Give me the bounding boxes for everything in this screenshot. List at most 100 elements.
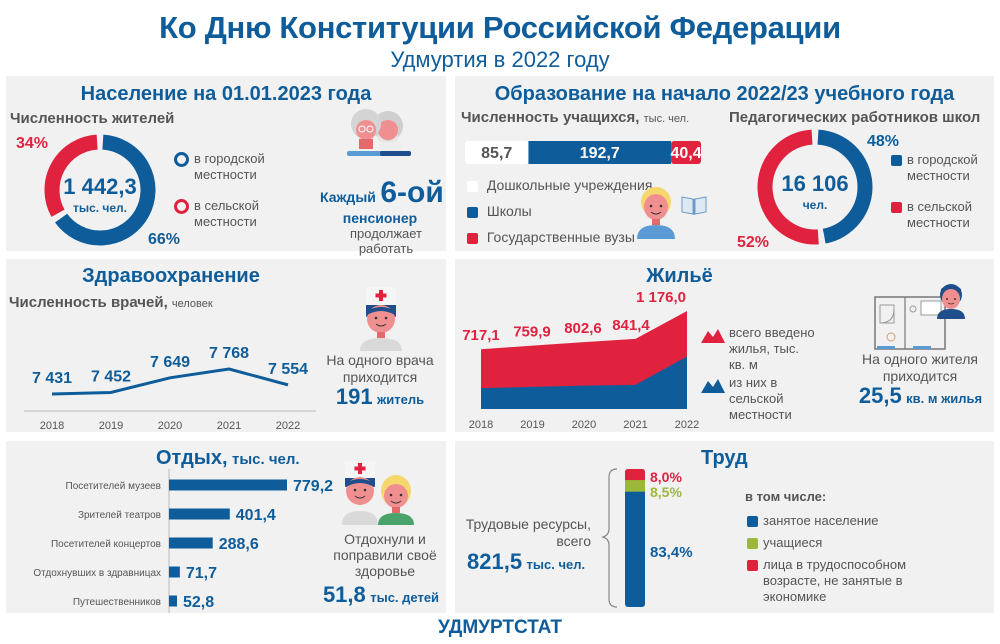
labor-title: Труд [701, 447, 748, 469]
book-icon [681, 196, 707, 215]
per-resident-value: 25,5 [858, 383, 902, 408]
students-bar-segment [528, 141, 672, 164]
x-tick-label: 2019 [99, 420, 123, 432]
labor-label-students: 8,5% [650, 484, 682, 500]
doctors-line-chart: 7 431 2018 7 452 2019 7 649 2020 7 768 2021 7 55… [24, 345, 316, 432]
donut-segment [757, 129, 819, 245]
legend-urban-label: в городской местности [194, 151, 265, 182]
apartment-plan-icon [874, 284, 965, 350]
labor-legend-unemployed: лица в трудоспособном возрасте, не занят… [747, 557, 947, 605]
kids-text: Отдохнули и поправили своё здоровье [333, 531, 437, 579]
labor-resources-label: Трудовые ресурсы, всего [465, 516, 591, 549]
students-bar-segment [465, 141, 529, 164]
donut-segment [44, 134, 98, 217]
teachers-legend-rural-label: в сельской местности [907, 199, 972, 230]
square-blue-icon [747, 516, 758, 527]
square-green-icon [747, 538, 758, 549]
teachers-legend-urban-label: в городской местности [907, 152, 978, 183]
donut-label: 66% [148, 231, 180, 248]
pensioner-word: пенсионер [342, 210, 418, 226]
per-doctor-value-line: 191 житель [320, 384, 440, 410]
students-unit: тыс. чел. [643, 113, 690, 125]
labor-legend-unemployed-label: лица в трудоспособном возрасте, не занят… [763, 557, 907, 604]
elderly-couple-icon [347, 109, 411, 156]
labor-bar-unemployed [625, 469, 645, 483]
pensioner-number: 6-ой [380, 176, 444, 209]
donut-segment [817, 129, 873, 244]
mountain-blue-icon [701, 379, 725, 393]
housing-data-label: 841,4 [612, 317, 650, 334]
x-tick-label: 2021 [623, 419, 647, 431]
leisure-category-label: Зрителей театров [78, 510, 161, 521]
students-label: Численность учащихся, [461, 109, 640, 126]
housing-data-label: 802,6 [564, 320, 602, 337]
population-panel: Население на 01.01.2023 года Численность… [6, 76, 446, 256]
donut-label: 52% [737, 234, 769, 251]
students-subtitle: Численность учащихся, тыс. чел. [461, 109, 689, 126]
legend-universities: Государственные вузы [467, 229, 635, 245]
teachers-donut-chart: 48% 52% 16 106 чел. [737, 129, 899, 251]
brace-icon [601, 468, 618, 608]
x-tick-label: 2021 [217, 420, 241, 432]
doctors-subtitle: Численность врачей, человек [9, 294, 213, 311]
housing-area-chart: 717,1 2018 759,9 2019 802,6 2020 841,4 2021 1 17… [462, 289, 699, 431]
legend-rural-label: в сельской местности [194, 198, 259, 229]
population-donut-chart: 66% 34% 1 442,3 тыс. чел. [16, 134, 180, 248]
square-blue-icon [467, 206, 478, 218]
x-tick-label: 2022 [276, 420, 300, 432]
teachers-legend-urban: в городской местности [891, 152, 991, 184]
x-tick-label: 2020 [158, 420, 182, 432]
kids-unit: тыс. детей [370, 590, 440, 605]
leisure-title: Отдых, [156, 447, 228, 469]
leisure-category-label: Посетителей музеев [66, 481, 162, 492]
leisure-bar [169, 508, 230, 520]
doctors-data-label: 7 431 [32, 370, 72, 387]
legend-rural: в сельской местности [174, 198, 284, 230]
pensioner-prefix: Каждый [320, 189, 376, 205]
housing-legend-total: всего введено жилья, тыс. кв. м [701, 325, 818, 373]
kids-value: 51,8 [322, 582, 366, 607]
housing-total-area [481, 311, 687, 409]
per-resident-unit: кв. м жилья [906, 391, 983, 406]
nurse-and-child-icon [342, 461, 414, 525]
labor-legend-students-label: учащиеся [763, 535, 823, 550]
housing-title: Жильё [646, 265, 713, 287]
student-icon [637, 187, 675, 239]
housing-panel: Жильё 717,1 2018 759,9 2019 802,6 2020 841,4 20… [455, 259, 994, 432]
legend-schools-label: Школы [486, 203, 532, 219]
donut-center-value: 16 106 [781, 171, 848, 196]
housing-data-label: 1 176,0 [636, 289, 686, 306]
doctor-icon [360, 287, 402, 351]
labor-bar-employed-top [625, 491, 645, 495]
housing-rural-area [481, 356, 687, 409]
x-tick-label: 2022 [675, 419, 699, 431]
teachers-legend-rural: в сельской местности [891, 199, 991, 231]
doctors-unit: человек [171, 298, 213, 310]
leisure-bar [169, 479, 287, 491]
x-tick-label: 2018 [469, 419, 493, 431]
education-title: Образование на начало 2022/23 учебного г… [494, 83, 955, 105]
education-panel: Образование на начало 2022/23 учебного г… [455, 76, 994, 251]
labor-resources-value-line: 821,5 тыс. чел. [467, 549, 585, 575]
labor-legend-employed: занятое население [747, 513, 987, 529]
pensioner-line: Каждый 6-ой [320, 176, 444, 210]
per-doctor-value: 191 [335, 384, 373, 409]
leisure-title-unit: тыс. чел. [232, 451, 300, 468]
leisure-value-label: 779,2 [293, 478, 333, 495]
doctors-label: Численность врачей, [9, 294, 168, 311]
x-tick-label: 2020 [572, 419, 596, 431]
students-bar-label: 192,7 [580, 145, 620, 162]
leisure-category-label: Отдохнувших в здравницах [33, 568, 161, 579]
ring-blue-icon [174, 152, 189, 167]
per-doctor-text: На одного врача приходится [326, 352, 434, 385]
labor-legend-employed-label: занятое население [763, 513, 879, 528]
pensioner-text: продолжает работать [350, 226, 423, 256]
footer-brand: УДМУРТСТАТ [437, 617, 563, 638]
kids-value-line: 51,8 тыс. детей [316, 582, 446, 608]
labor-label-employed: 83,4% [650, 544, 693, 561]
housing-data-label: 759,9 [513, 324, 551, 341]
students-bar-label: 40,4 [670, 145, 701, 162]
donut-center-unit: чел. [803, 198, 828, 212]
labor-bar-students [625, 480, 645, 492]
leisure-bar [169, 566, 180, 578]
